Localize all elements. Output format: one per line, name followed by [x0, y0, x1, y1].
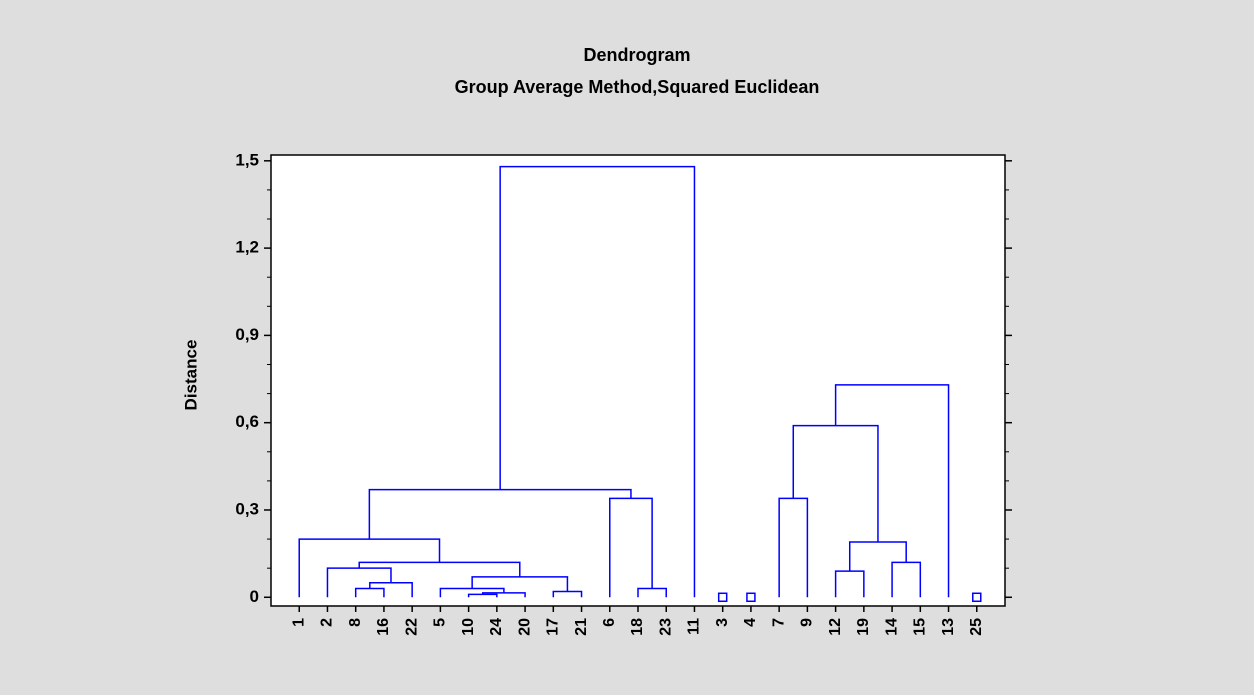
- leaf-label: 23: [657, 618, 674, 636]
- merge-link: [834, 570, 865, 598]
- y-tick-label: 1,5: [235, 150, 259, 169]
- leaf-label: 9: [799, 618, 816, 627]
- leaf-label: 2: [319, 618, 336, 627]
- chart-title: Dendrogram: [583, 45, 690, 65]
- leaf-label: 3: [714, 618, 731, 627]
- leaf-label: 7: [770, 618, 787, 627]
- singleton: [717, 592, 728, 603]
- singleton: [746, 592, 756, 603]
- plot-area: [270, 154, 1006, 607]
- merge-link: [637, 587, 667, 598]
- leaf-label: 4: [742, 618, 759, 627]
- merge-link: [358, 561, 521, 577]
- leaf-label: 22: [403, 618, 420, 636]
- leaf-label: 19: [855, 618, 872, 636]
- merge-link: [439, 587, 505, 598]
- leaf-label: 8: [347, 618, 364, 627]
- y-tick-label: 0,9: [235, 325, 259, 344]
- leaf-label: 5: [432, 618, 449, 627]
- leaf-label: 21: [573, 618, 590, 636]
- leaf-label: 13: [940, 618, 957, 636]
- leaf-label: 12: [827, 618, 844, 636]
- leaf-label: 14: [883, 618, 900, 636]
- y-tick-label: 1,2: [235, 238, 259, 257]
- leaf-label: 16: [375, 618, 392, 636]
- leaf-label: 20: [516, 618, 533, 636]
- chart-subtitle: Group Average Method,Squared Euclidean: [455, 77, 820, 97]
- leaf-label: 11: [686, 618, 703, 635]
- leaf-label: 15: [912, 618, 929, 636]
- leaf-label: 18: [629, 618, 646, 636]
- leaf-label: 1: [290, 618, 307, 627]
- leaf-label: 25: [968, 618, 985, 636]
- leaf-label: 6: [601, 618, 618, 627]
- merge-link: [778, 497, 809, 598]
- merge-link: [354, 587, 385, 598]
- leaf-label: 17: [545, 618, 562, 636]
- y-tick-label: 0,6: [235, 412, 259, 431]
- merge-link: [369, 581, 413, 598]
- merge-link: [499, 165, 696, 598]
- y-tick-label: 0,3: [235, 499, 259, 518]
- merge-link: [891, 561, 922, 598]
- merge-link: [552, 590, 583, 598]
- merge-link: [609, 497, 653, 598]
- y-axis-label: Distance: [181, 340, 200, 411]
- merge-link: [834, 384, 950, 598]
- merge-link: [368, 488, 632, 540]
- leaf-label: 24: [488, 618, 505, 636]
- y-tick-label: 0: [250, 587, 259, 606]
- singleton: [972, 592, 982, 603]
- leaf-label: 10: [460, 618, 477, 636]
